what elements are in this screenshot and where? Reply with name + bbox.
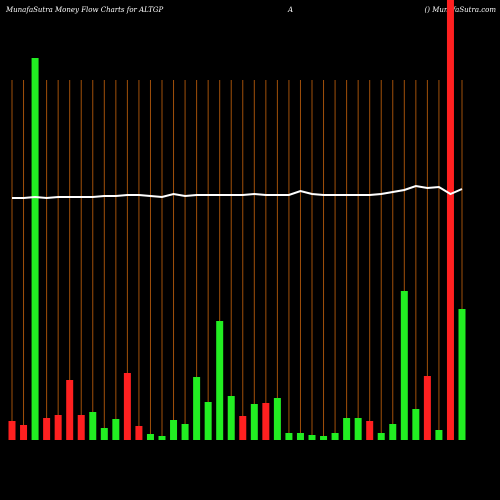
bar [296,433,304,440]
bar [158,436,166,440]
bar [100,428,108,440]
bar [250,404,258,440]
bar [135,426,143,440]
bar [216,321,224,440]
bar [20,425,28,440]
bar [331,433,339,440]
bar [423,376,431,440]
bar [354,418,362,440]
bar [239,416,247,440]
bar [181,424,189,440]
bar [273,398,281,440]
bar [66,380,74,440]
bar [400,291,408,440]
bar [204,402,212,440]
bar [193,377,201,440]
bar [446,0,454,440]
bar [123,373,131,440]
bar [8,421,16,440]
bar [308,435,316,440]
chart-title: MunafaSutra Money Flow Charts for ALTGP [5,6,164,14]
bar [112,419,120,440]
money-flow-line [12,184,463,200]
bar [89,412,97,440]
bar [389,424,397,440]
chart-subtitle: A [287,6,293,14]
bar [366,421,374,440]
source: () MunafaSutra.com [425,6,497,14]
bar [320,436,328,440]
bar [77,415,85,440]
bar [54,415,62,440]
bar [412,409,420,440]
bar [285,433,293,440]
bar [170,420,178,440]
bar [31,58,39,440]
bar [458,309,466,440]
bar [227,396,235,440]
bar [343,418,351,440]
bar [262,403,270,440]
bar [43,418,51,440]
bar [146,434,154,440]
bar [435,430,443,440]
bar [377,433,385,440]
